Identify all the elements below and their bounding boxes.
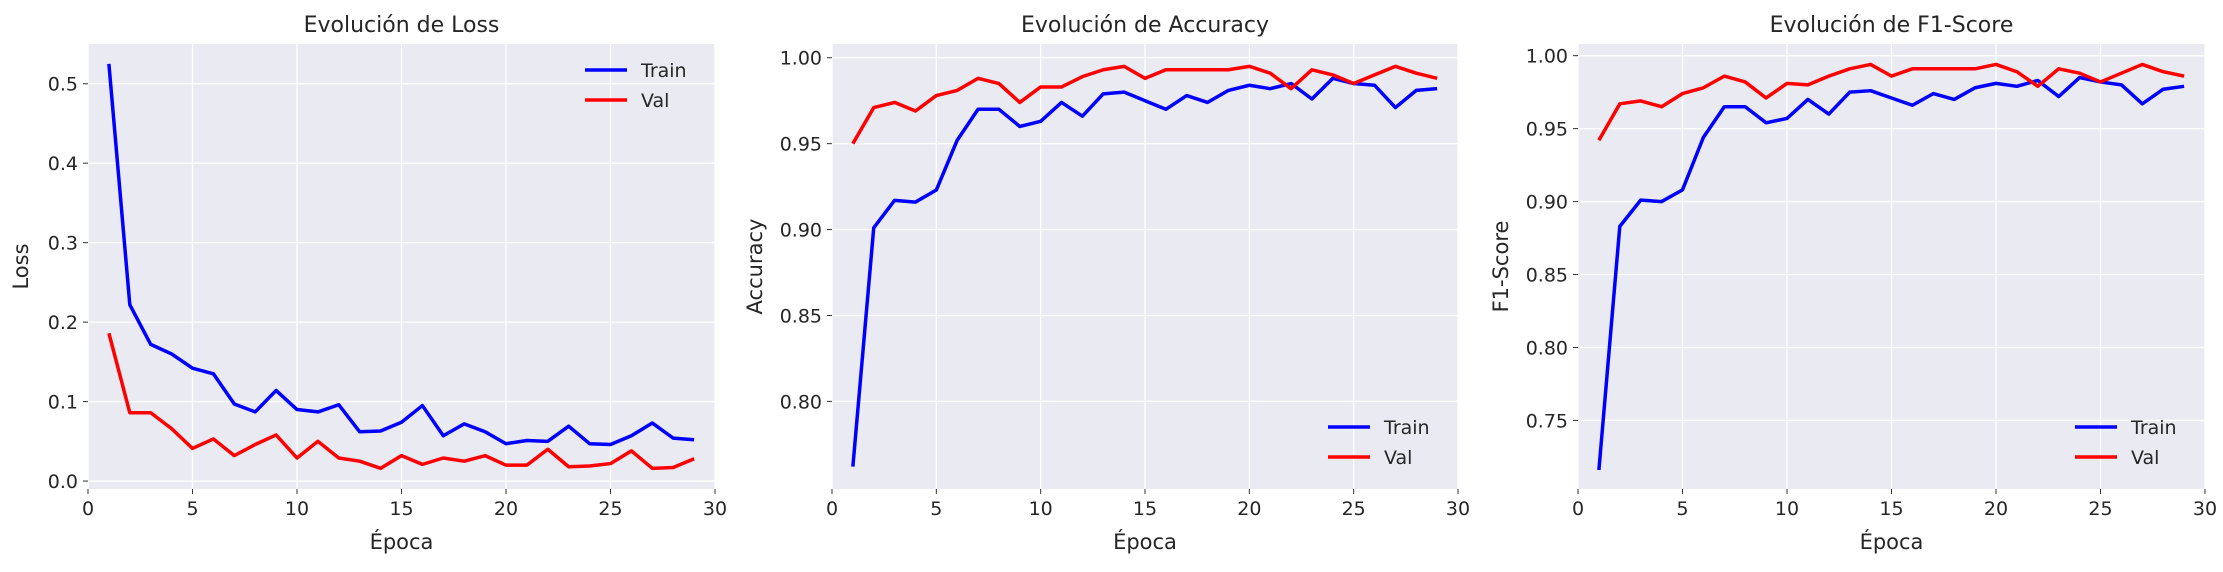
series-line-val — [1597, 62, 2185, 142]
y-tick-label: 0.80 — [1526, 337, 1568, 359]
legend-label: Val — [641, 90, 669, 112]
y-tick-label: 0.95 — [780, 134, 822, 156]
legend-label: Val — [2131, 447, 2159, 469]
series-line-val — [107, 332, 695, 471]
y-tick-label: 0.85 — [780, 305, 822, 327]
legend: Train Val — [2075, 417, 2177, 469]
chart-title: Evolución de Accuracy — [1021, 13, 1269, 38]
x-axis-label: Época — [370, 529, 434, 554]
x-tick-label: 30 — [703, 498, 727, 520]
y-tick-label: 0.85 — [1526, 265, 1568, 287]
x-tick-label: 20 — [494, 498, 518, 520]
series-line-val — [851, 64, 1438, 145]
x-tick-label: 15 — [1879, 498, 1903, 520]
y-tick-label: 0.80 — [780, 391, 822, 413]
x-tick-label: 20 — [1237, 498, 1261, 520]
x-axis-label: Época — [1113, 529, 1177, 554]
y-tick-label: 0.90 — [1526, 192, 1568, 214]
y-axis-label: Loss — [9, 243, 33, 289]
x-tick-label: 0 — [826, 498, 838, 520]
x-tick-label: 5 — [930, 498, 942, 520]
y-tick-label: 0.5 — [48, 74, 78, 96]
subplot-1: 0 5 10 15 20 25 30 0.0 0.1 0.2 0.3 0.4 0.5 Evolución … — [9, 13, 727, 554]
x-tick-label: 0 — [82, 498, 94, 520]
y-tick-label: 0.3 — [48, 233, 78, 255]
y-tick-label: 0.95 — [1526, 119, 1568, 141]
x-tick-label: 5 — [1676, 498, 1688, 520]
x-axis-label: Época — [1860, 529, 1924, 554]
y-tick-label: 0.0 — [48, 471, 78, 493]
legend-label: Train — [2130, 417, 2177, 439]
legend: Train Val — [585, 60, 687, 112]
y-tick-label: 0.90 — [780, 220, 822, 242]
y-tick-label: 0.1 — [48, 392, 78, 414]
series-line-train — [851, 76, 1438, 467]
y-axis-label: Accuracy — [743, 219, 767, 315]
y-tick-label: 0.4 — [48, 153, 78, 175]
legend-label: Val — [1384, 447, 1412, 469]
legend-label: Train — [1383, 417, 1430, 439]
y-tick-label: 1.00 — [780, 48, 822, 70]
x-tick-label: 25 — [2088, 498, 2112, 520]
x-tick-label: 10 — [1775, 498, 1799, 520]
legend-label: Train — [640, 60, 687, 82]
x-tick-label: 25 — [598, 498, 622, 520]
x-tick-label: 25 — [1342, 498, 1366, 520]
x-tick-label: 0 — [1572, 498, 1584, 520]
x-tick-label: 10 — [285, 498, 309, 520]
legend: Train Val — [1328, 417, 1430, 469]
x-tick-label: 15 — [1133, 498, 1157, 520]
x-tick-label: 20 — [1984, 498, 2008, 520]
x-tick-label: 5 — [186, 498, 198, 520]
chart-title: Evolución de Loss — [304, 13, 500, 38]
y-axis-label: F1-Score — [1489, 221, 1513, 313]
subplot-2: 0 5 10 15 20 25 30 0.80 0.85 0.90 0.95 1.00 Evolució… — [743, 13, 1470, 554]
x-tick-label: 10 — [1029, 498, 1053, 520]
chart-title: Evolución de F1-Score — [1770, 13, 2014, 38]
series-line-train — [107, 63, 695, 447]
x-tick-label: 30 — [1446, 498, 1470, 520]
subplot-3: 0 5 10 15 20 25 30 0.75 0.80 0.85 0.90 0.95 1.00 Evol… — [1489, 13, 2217, 554]
series-line-train — [1597, 75, 2185, 471]
x-tick-label: 15 — [389, 498, 413, 520]
y-tick-label: 1.00 — [1526, 46, 1568, 68]
x-tick-label: 30 — [2193, 498, 2217, 520]
y-tick-label: 0.2 — [48, 312, 78, 334]
y-tick-label: 0.75 — [1526, 410, 1568, 432]
